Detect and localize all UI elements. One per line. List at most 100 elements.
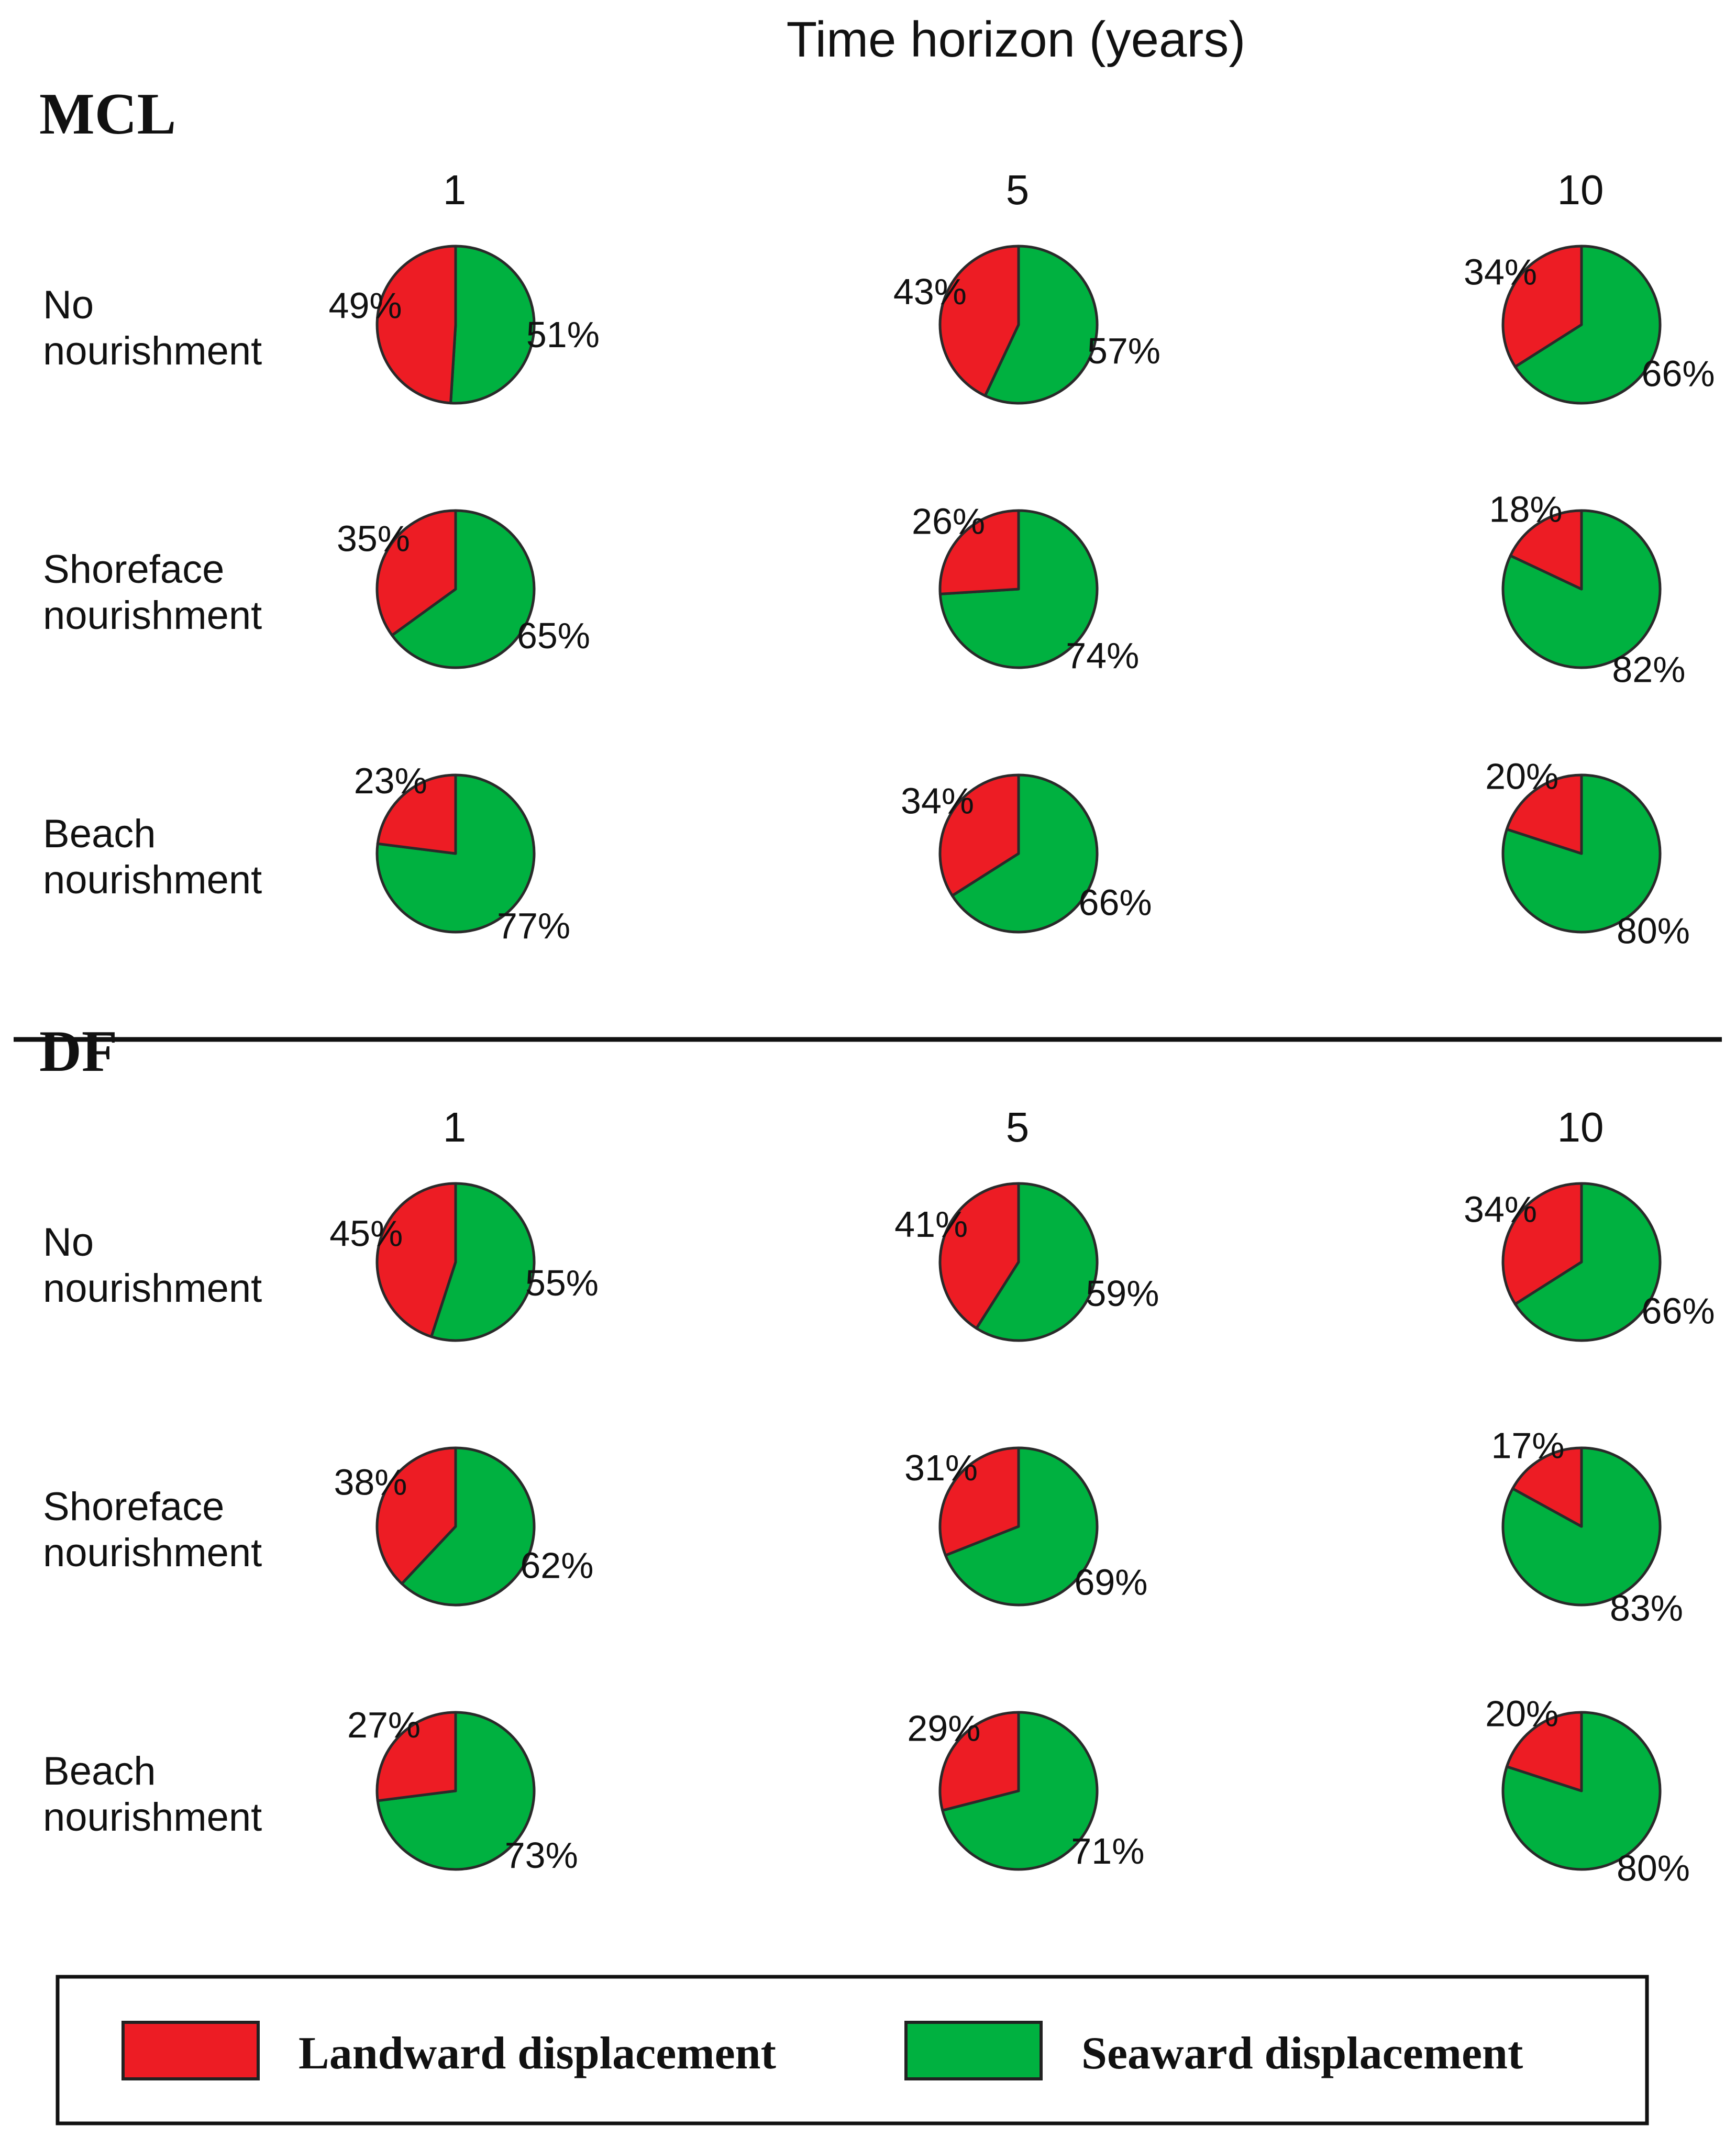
column-header-5: 5 <box>1006 1104 1030 1150</box>
data-label-landward: 34% <box>901 780 974 821</box>
pie-slice-landward <box>375 1182 457 1338</box>
row-label-line: No <box>43 1220 94 1265</box>
data-label-seaward: 57% <box>1087 330 1160 371</box>
data-label-seaward: 74% <box>1066 635 1139 676</box>
row-label: Shoreface nourishment <box>43 1485 262 1575</box>
pie-slice-seaward <box>375 773 536 934</box>
data-label-seaward: 80% <box>1617 911 1690 951</box>
data-label-seaward: 66% <box>1079 882 1152 923</box>
legend-swatch-landward <box>121 2021 260 2080</box>
data-label-seaward: 59% <box>1086 1273 1159 1314</box>
pie-slice-landward <box>1501 245 1583 368</box>
row-label-line: nourishment <box>43 858 262 902</box>
legend-label-seaward: Seaward displacement <box>1081 2028 1523 2079</box>
pie-slice-landward <box>1501 1182 1583 1305</box>
legend-label-landward: Landward displacement <box>298 2028 776 2079</box>
row-label-line: nourishment <box>43 593 262 638</box>
data-label-seaward: 80% <box>1617 1848 1690 1889</box>
pie-slice-landward <box>1505 1711 1583 1792</box>
data-label-seaward: 66% <box>1642 353 1715 394</box>
column-header-10: 10 <box>1557 1104 1604 1150</box>
pie-slice-landward <box>938 245 1020 397</box>
data-label-seaward: 66% <box>1642 1291 1715 1332</box>
pie-slice-seaward <box>1513 245 1662 405</box>
row-label-line: Beach <box>43 812 156 856</box>
data-label-seaward: 55% <box>525 1263 599 1303</box>
row-label: No nourishment <box>43 1220 262 1311</box>
row-label-line: Shoreface <box>43 1485 224 1529</box>
pie-slice-landward <box>375 1711 457 1802</box>
pie-slice-seaward <box>400 1446 536 1607</box>
data-label-seaward: 71% <box>1071 1831 1144 1872</box>
data-label-seaward: 77% <box>497 905 570 946</box>
data-label-seaward: 83% <box>1610 1588 1683 1629</box>
data-label-landward: 31% <box>904 1447 978 1488</box>
data-label-landward: 35% <box>337 518 410 559</box>
data-label-seaward: 82% <box>1612 649 1685 690</box>
pie-slice-seaward <box>983 245 1099 405</box>
pie-slice-landward <box>375 245 457 405</box>
data-label-landward: 20% <box>1485 1693 1558 1734</box>
pie-slice-seaward <box>1513 1182 1662 1342</box>
row-label-line: Beach <box>43 1749 156 1793</box>
column-header-10: 10 <box>1557 167 1604 213</box>
data-label-landward: 29% <box>907 1708 980 1749</box>
row-label-line: nourishment <box>43 329 262 373</box>
pie-slice-landward <box>375 1446 457 1585</box>
data-label-seaward: 69% <box>1074 1562 1147 1603</box>
column-header-1: 1 <box>443 167 467 213</box>
data-label-landward: 23% <box>354 760 427 801</box>
row-label-line: nourishment <box>43 1531 262 1575</box>
data-label-landward: 43% <box>893 271 967 312</box>
pie-slice-seaward <box>975 1182 1099 1342</box>
row-label: No nourishment <box>43 283 262 373</box>
pie-slice-seaward <box>391 509 536 669</box>
pie-slice-landward <box>938 509 1020 595</box>
row-label: Beach nourishment <box>43 1749 262 1840</box>
panel-title: DF <box>39 1019 117 1084</box>
data-label-landward: 38% <box>334 1462 407 1503</box>
pie-slice-seaward <box>950 773 1099 934</box>
data-label-landward: 26% <box>912 501 985 542</box>
data-label-seaward: 62% <box>520 1545 593 1586</box>
row-label: Beach nourishment <box>43 812 262 902</box>
pie-slice-landward <box>938 1711 1020 1812</box>
row-label-line: nourishment <box>43 1795 262 1840</box>
pie-slice-landward <box>938 773 1020 897</box>
data-label-landward: 20% <box>1485 756 1558 797</box>
legend-swatch-seaward <box>904 2021 1043 2080</box>
data-label-landward: 34% <box>1464 251 1537 292</box>
panel-title: MCL <box>39 82 176 147</box>
figure-header: Time horizon (years) <box>787 12 1246 68</box>
data-label-landward: 34% <box>1464 1189 1537 1230</box>
pie-slice-seaward <box>430 1182 536 1342</box>
data-label-landward: 45% <box>329 1213 403 1254</box>
pie-slice-landward <box>376 773 457 855</box>
legend-box <box>56 1975 1649 2125</box>
data-label-landward: 49% <box>329 285 402 326</box>
pie-slice-landward <box>375 509 457 637</box>
pie-slice-landward <box>938 1446 1020 1557</box>
data-label-landward: 17% <box>1491 1425 1564 1466</box>
data-label-seaward: 65% <box>517 615 590 656</box>
row-label-line: No <box>43 283 94 327</box>
pie-slice-seaward <box>944 1446 1099 1607</box>
pie-slice-landward <box>1511 1446 1583 1528</box>
pie-slice-landward <box>938 1182 1020 1330</box>
pie-slice-landward <box>1509 509 1583 591</box>
column-header-5: 5 <box>1006 167 1030 213</box>
data-label-landward: 18% <box>1489 489 1563 530</box>
row-label-line: nourishment <box>43 1266 262 1311</box>
pie-slice-seaward <box>449 245 536 405</box>
row-label-line: Shoreface <box>43 547 224 592</box>
data-label-seaward: 73% <box>505 1835 578 1876</box>
data-label-landward: 41% <box>894 1204 968 1245</box>
column-header-1: 1 <box>443 1104 467 1150</box>
row-label: Shoreface nourishment <box>43 547 262 638</box>
data-label-landward: 27% <box>347 1704 421 1745</box>
data-label-seaward: 51% <box>526 314 600 355</box>
